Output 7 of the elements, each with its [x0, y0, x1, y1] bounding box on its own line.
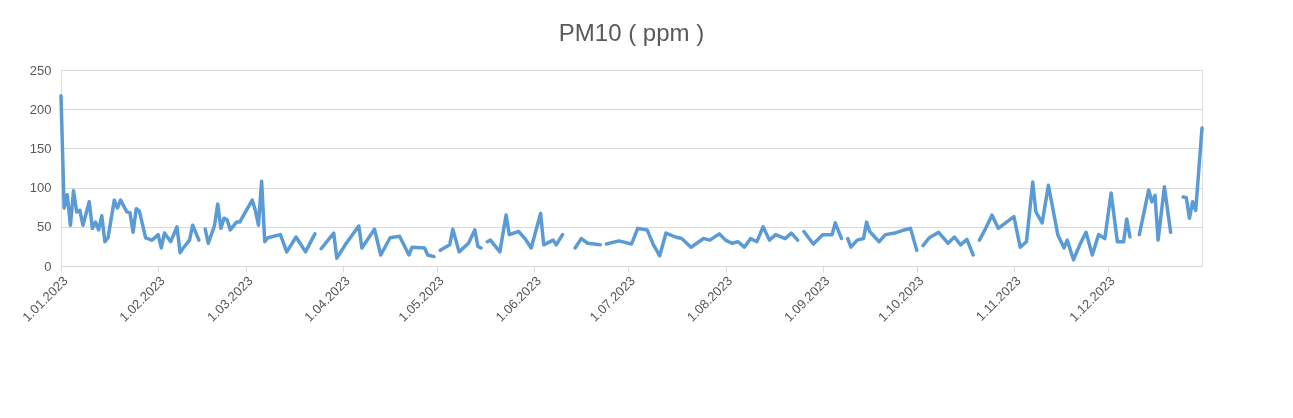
y-tick-label: 150	[29, 140, 52, 156]
y-tick-label: 100	[29, 180, 52, 196]
y-tick-label: 0	[44, 258, 52, 274]
y-tick-label: 200	[29, 101, 52, 117]
y-tick-label: 50	[37, 219, 52, 235]
chart-title: PM10 ( ppm )	[558, 19, 705, 46]
y-tick-label: 250	[29, 62, 52, 78]
